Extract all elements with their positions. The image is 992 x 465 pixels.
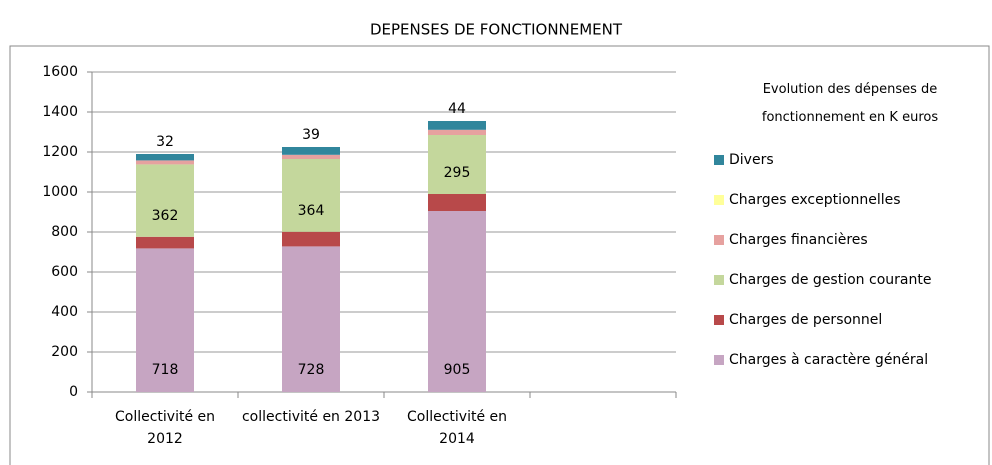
- x-tick-label: Collectivité en 2014: [406, 409, 508, 447]
- bar-segment: [282, 154, 340, 159]
- bar-segment: [428, 194, 486, 211]
- bar-segment: [136, 248, 194, 392]
- bar-segment: [136, 164, 194, 237]
- legend-swatch: [714, 195, 724, 205]
- legend-swatch: [714, 235, 724, 245]
- bar-segment: [428, 211, 486, 392]
- bar-segment: [428, 135, 486, 194]
- legend-title: Evolution des dépenses de fonctionnement…: [761, 82, 939, 125]
- data-label: 32: [156, 134, 174, 150]
- legend-swatch: [714, 155, 724, 165]
- legend-swatch: [714, 355, 724, 365]
- y-tick-label: 1400: [42, 104, 78, 120]
- bar-segment: [428, 129, 486, 135]
- data-label: 905: [444, 362, 471, 378]
- legend-label: Charges financières: [729, 232, 868, 248]
- data-label: 39: [302, 127, 320, 143]
- data-label: 718: [152, 362, 179, 378]
- legend-label: Charges exceptionnelles: [729, 192, 901, 208]
- legend-label: Charges de personnel: [729, 312, 882, 328]
- legend-swatch: [714, 315, 724, 325]
- x-tick-label: collectivité en 2013: [241, 409, 381, 425]
- legend-swatch: [714, 275, 724, 285]
- bar-segment: [136, 236, 194, 249]
- y-tick-label: 800: [51, 224, 78, 240]
- y-tick-label: 1600: [42, 64, 78, 80]
- data-label: 364: [298, 203, 325, 219]
- bar-segment: [282, 147, 340, 155]
- legend-label: Charges de gestion courante: [729, 272, 931, 288]
- y-tick-label: 600: [51, 264, 78, 280]
- legend-label: Charges à caractère général: [729, 352, 928, 368]
- y-tick-label: 1200: [42, 144, 78, 160]
- y-tick-label: 200: [51, 344, 78, 360]
- data-label: 728: [298, 362, 325, 378]
- chart-title: DEPENSES DE FONCTIONNEMENT: [370, 21, 623, 39]
- y-tick-label: 0: [69, 384, 78, 400]
- bar-segment: [136, 154, 194, 161]
- bar-segment: [282, 231, 340, 247]
- bar-segment: [136, 160, 194, 165]
- data-label: 362: [152, 208, 179, 224]
- data-label: 44: [448, 101, 466, 117]
- x-tick-label: Collectivité en 2012: [114, 409, 216, 447]
- y-tick-label: 400: [51, 304, 78, 320]
- bar-segment: [282, 246, 340, 392]
- legend-label: Divers: [729, 152, 774, 168]
- data-label: 295: [444, 165, 471, 181]
- y-tick-label: 1000: [42, 184, 78, 200]
- bar-segment: [282, 159, 340, 232]
- bar-segment: [428, 121, 486, 130]
